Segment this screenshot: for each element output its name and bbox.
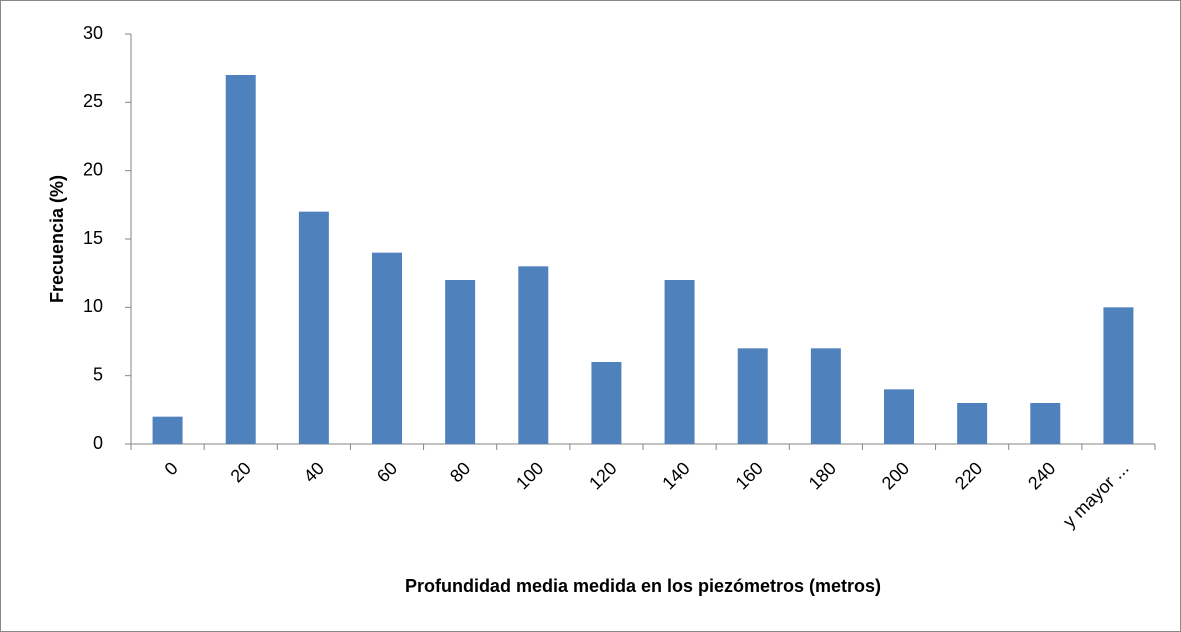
y-tick-label: 10 [83,296,103,316]
bar [298,211,329,444]
y-tick-label: 20 [83,159,103,179]
bar [518,266,549,444]
y-axis-title: Frecuencia (%) [47,175,67,303]
bar [1103,307,1134,444]
bar [225,75,256,444]
y-tick-label: 15 [83,228,103,248]
bar [1030,403,1061,444]
bar [737,348,768,444]
y-tick-label: 0 [93,433,103,453]
bar [664,280,695,444]
y-tick-label: 25 [83,91,103,111]
bar [152,416,183,444]
bar [884,389,914,444]
bar [810,348,841,444]
y-tick-label: 5 [93,364,103,384]
bar [372,252,402,444]
x-axis-title: Profundidad media medida en los piezómet… [405,576,881,596]
y-tick-label: 30 [83,23,103,43]
bar [445,280,476,444]
bar [957,403,988,444]
bar [591,362,622,444]
